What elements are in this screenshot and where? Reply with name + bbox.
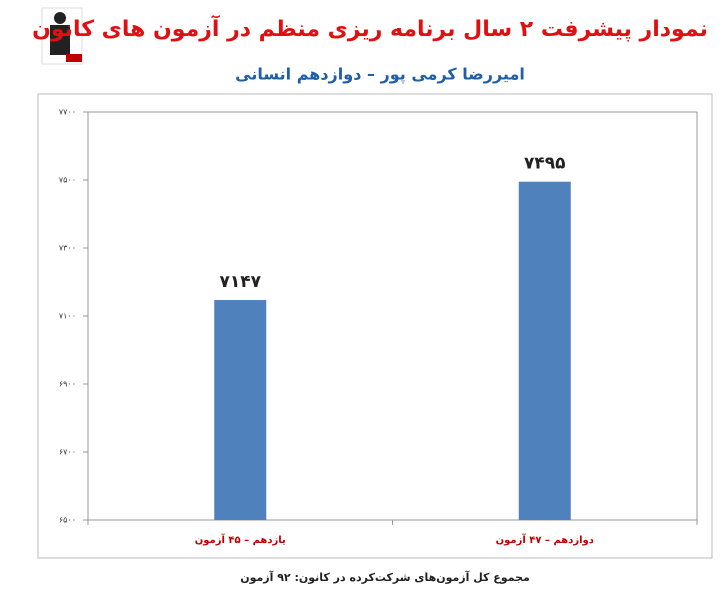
y-tick-label: ۷۳۰۰: [59, 244, 76, 253]
y-tick-label: ۶۷۰۰: [59, 448, 76, 457]
bar: [214, 300, 267, 520]
logo: [41, 7, 83, 65]
y-tick-label: ۷۱۰۰: [59, 312, 76, 321]
chart-subtitle: امیررضا کرمی پور – دوازدهم انسانی: [235, 65, 525, 85]
value-label: ۷۴۹۵: [524, 154, 566, 174]
value-label: ۷۱۴۷: [219, 272, 261, 292]
x-tick-label: یازدهم – ۴۵ آزمون: [195, 533, 286, 546]
plot-area: [87, 111, 698, 521]
y-tick-label: ۷۷۰۰: [59, 108, 76, 117]
chart-title: نمودار پیشرفت ۲ سال برنامه ریزی منظم در …: [32, 14, 708, 42]
x-tick-label: دوازدهم – ۴۷ آزمون: [496, 533, 594, 546]
chart-border: [37, 93, 713, 559]
y-tick-label: ۷۵۰۰: [59, 176, 76, 185]
footnote: مجموع کل آزمون‌های شرکت‌کرده در کانون: ۹…: [240, 570, 530, 584]
bar: [518, 181, 571, 520]
y-tick-label: ۶۵۰۰: [59, 516, 76, 525]
y-tick-label: ۶۹۰۰: [59, 380, 76, 389]
